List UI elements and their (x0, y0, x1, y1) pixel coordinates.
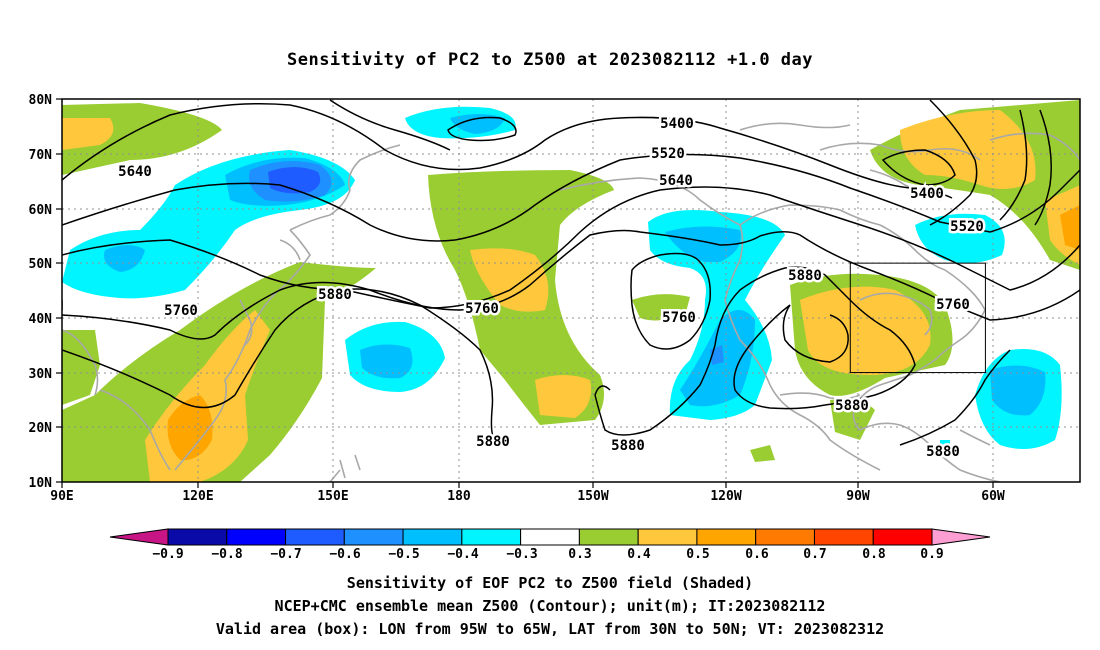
colorbar-cell (872, 528, 933, 546)
colorbar-cell (578, 528, 639, 546)
contour-label: 5760 (936, 297, 970, 313)
colorbar-label: 0.7 (803, 547, 826, 562)
contour-label: 5880 (318, 287, 352, 303)
lat-label: 80N (29, 93, 53, 108)
colorbar-label: −0.5 (388, 547, 419, 562)
caption-line-3: Valid area (box): LON from 95W to 65W, L… (215, 620, 885, 638)
colorbar-low-arrow (109, 528, 169, 546)
lon-label: 150E (317, 489, 348, 504)
colorbar-cell (520, 528, 580, 546)
colorbar-label: 0.8 (862, 547, 886, 562)
contour-label: 5520 (950, 219, 984, 235)
colorbar-label: 0.6 (745, 547, 769, 562)
colorbar-label: −0.9 (152, 547, 183, 562)
axis-ticks (56, 98, 994, 488)
lon-label: 180 (447, 489, 471, 504)
contour-label: 5760 (662, 310, 696, 326)
lon-label: 90E (50, 489, 73, 504)
colorbar-cell (813, 528, 874, 546)
colorbar-cell (285, 528, 345, 546)
colorbar-label: 0.3 (568, 547, 591, 562)
contour-label: 5400 (910, 186, 944, 202)
lat-label: 60N (29, 203, 53, 218)
contour-label: 5880 (835, 398, 869, 414)
colorbar-cell (167, 528, 228, 546)
colorbar-label: −0.3 (506, 547, 537, 562)
contour-label: 5880 (611, 438, 645, 454)
contour-label: 5400 (660, 116, 694, 132)
contour-label: 5640 (659, 173, 693, 189)
colorbar-label: 0.9 (920, 547, 943, 562)
colorbar-cell (226, 528, 287, 546)
colorbar: −0.9 −0.8 −0.7 −0.6 −0.5 −0.4 −0.3 0.3 0… (109, 528, 991, 562)
shade-negative-deepblue (268, 167, 321, 194)
lon-label: 150W (577, 489, 608, 504)
map-frame (61, 98, 1081, 483)
colorbar-label: −0.8 (211, 547, 242, 562)
caption-line-2: NCEP+CMC ensemble mean Z500 (Contour); u… (274, 597, 826, 615)
z500-contours (62, 99, 1080, 446)
colorbar-cell (461, 528, 522, 546)
lon-label: 120W (710, 489, 741, 504)
colorbar-cells (167, 528, 933, 546)
shade-positive-yellow (62, 110, 1080, 482)
shade-positive-orange (167, 205, 1080, 461)
lon-label: 60W (981, 489, 1005, 504)
lat-label: 50N (29, 257, 53, 272)
colorbar-label: 0.5 (686, 547, 709, 562)
contour-label: 5640 (118, 164, 152, 180)
lat-label: 10N (29, 476, 53, 491)
colorbar-label: −0.7 (270, 547, 301, 562)
lat-label: 30N (29, 367, 53, 382)
lat-label: 40N (29, 312, 53, 327)
contour-labels: 5400 5520 5640 5640 5400 5520 5760 5880 … (116, 114, 987, 463)
colorbar-cell (637, 528, 698, 546)
contour-label: 5760 (164, 303, 198, 319)
lat-label: 20N (29, 421, 53, 436)
colorbar-cell (402, 528, 463, 546)
colorbar-cell (755, 528, 815, 546)
figure-title: Sensitivity of PC2 to Z500 at 2023082112… (286, 50, 813, 70)
contour-label: 5880 (926, 444, 960, 460)
contour-label: 5880 (788, 268, 822, 284)
colorbar-high-arrow (931, 528, 991, 546)
contour-label: 5760 (465, 301, 499, 317)
valid-area-box (849, 262, 986, 374)
colorbar-label: −0.6 (329, 547, 360, 562)
contour-label: 5520 (651, 146, 685, 162)
lon-label: 120E (182, 489, 213, 504)
colorbar-cell (696, 528, 757, 546)
lon-label: 90W (846, 489, 870, 504)
colorbar-label: −0.4 (447, 547, 478, 562)
colorbar-label: 0.4 (627, 547, 651, 562)
lat-label: 70N (29, 148, 53, 163)
latitude-labels: 80N 70N 60N 50N 40N 30N 20N 10N (29, 93, 53, 491)
gridlines (62, 99, 1080, 482)
contour-label: 5880 (476, 434, 510, 450)
longitude-labels: 90E 120E 150E 180 150W 120W 90W 60W (50, 489, 1005, 504)
caption-line-1: Sensitivity of EOF PC2 to Z500 field (Sh… (346, 574, 754, 592)
colorbar-cell (343, 528, 404, 546)
